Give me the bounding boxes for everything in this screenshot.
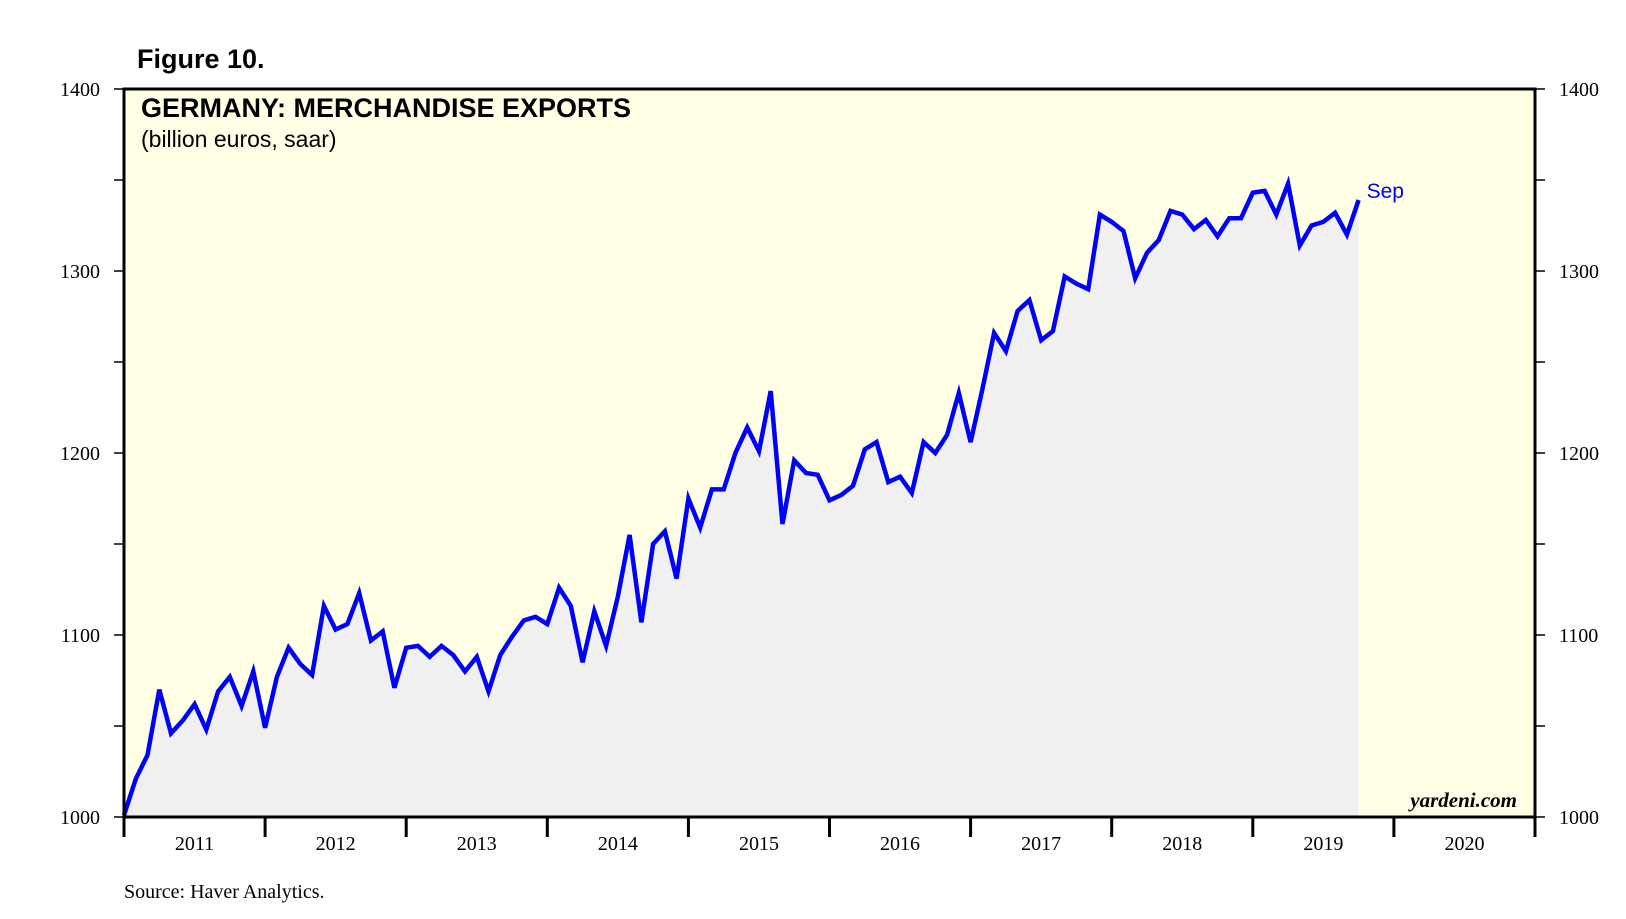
x-tick-label: 2012 [316, 833, 356, 855]
x-tick-label: 2011 [175, 833, 214, 855]
area-under-line [124, 183, 1359, 818]
y-axis-left: 1000 1100 1200 1300 1400 [60, 79, 100, 829]
chart-subtitle: (billion euros, saar) [141, 126, 337, 152]
x-tick-label: 2016 [880, 833, 920, 855]
y-tick-label-left: 1100 [61, 625, 100, 647]
source-note: Source: Haver Analytics. [124, 881, 325, 903]
y-tick-label-right: 1300 [1559, 261, 1599, 283]
y-tick-label-left: 1300 [60, 261, 100, 283]
y-tick-label-right: 1100 [1559, 625, 1598, 647]
y-tick-label-left: 1200 [60, 443, 100, 465]
series-line [121, 175, 1361, 816]
x-tick-label: 2015 [739, 833, 779, 855]
y-tick-label-left: 1000 [60, 807, 100, 829]
y-tick-label-right: 1000 [1559, 807, 1599, 829]
figure-label: Figure 10. [137, 44, 265, 74]
y-axis-right: 1000 1100 1200 1300 1400 [1559, 79, 1599, 829]
plot-frame [122, 87, 1537, 819]
x-tick-label: 2013 [457, 833, 497, 855]
y-tick-label-left: 1400 [60, 79, 100, 101]
y-tick-label-right: 1400 [1559, 79, 1599, 101]
chart-title: GERMANY: MERCHANDISE EXPORTS [141, 93, 631, 123]
axis-ticks [114, 88, 1545, 837]
x-axis: 2011 2012 2013 2014 2015 2016 2017 2018 2019 2020 [175, 833, 1485, 855]
x-tick-label: 2017 [1021, 833, 1061, 855]
x-tick-label: 2019 [1303, 833, 1343, 855]
y-tick-label-right: 1200 [1559, 443, 1599, 465]
x-tick-label: 2020 [1444, 833, 1484, 855]
watermark: yardeni.com [1407, 788, 1517, 812]
x-tick-label: 2014 [598, 833, 638, 855]
end-label: Sep [1367, 180, 1404, 203]
x-tick-label: 2018 [1162, 833, 1202, 855]
